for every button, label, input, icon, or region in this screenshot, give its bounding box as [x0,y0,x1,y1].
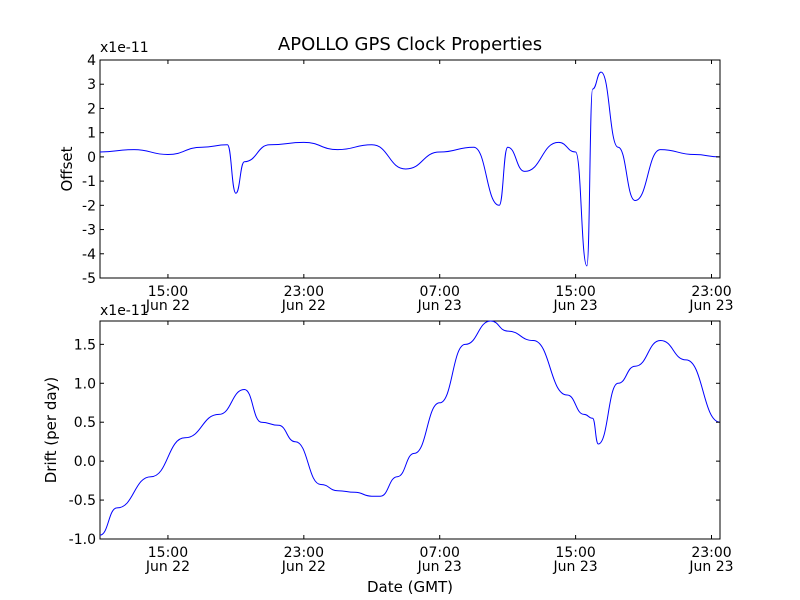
x-tick-label-time: 07:00 [420,284,460,300]
x-tick-label-time: 15:00 [555,545,595,561]
y-tick-label: 0.5 [74,415,96,431]
x-tick-label-date: Jun 22 [281,298,326,314]
x-tick-label-date: Jun 23 [553,559,598,575]
x-tick-label-time: 23:00 [691,545,731,561]
y-tick-label: -2 [82,198,96,214]
subplot-drift: x1e-11 Drift (per day) 1.5 1.0 0.5 0.0 -0.5 -… [42,303,734,575]
x-tick-label-date: Jun 22 [281,559,326,575]
x-tick-label-date: Jun 23 [688,559,733,575]
x-tick-label-date: Jun 22 [145,559,190,575]
chart-title: APOLLO GPS Clock Properties [278,34,542,55]
y-tick-label: 1.0 [74,376,96,392]
y-tick-label: 4 [87,53,96,69]
plot-area-drift [99,320,721,540]
y-tick-label: -3 [82,223,96,239]
y-tick-label: -4 [82,247,96,263]
plot-area-offset [99,59,721,279]
y-tick-label: 0 [87,150,96,166]
y-tick-label: -1.0 [69,532,96,548]
offset-y-axis-label: Offset [58,146,76,191]
y-tick-label: 2 [87,101,96,117]
y-tick-label: 0.0 [74,454,96,470]
y-tick-label: 1 [87,126,96,142]
offset-series-line [99,71,721,267]
y-tick-label: 3 [87,77,96,93]
drift-y-multiplier: x1e-11 [100,303,149,319]
x-tick-label-date: Jun 22 [145,298,190,314]
x-tick-label-date: Jun 23 [688,298,733,314]
x-tick-label-time: 23:00 [691,284,731,300]
y-tick-label: -0.5 [69,493,96,509]
offset-y-ticks: 4 3 2 1 0 -1 -2 -3 -4 -5 [82,53,720,287]
drift-y-ticks: 1.5 1.0 0.5 0.0 -0.5 -1.0 [69,337,720,548]
x-tick-label-time: 07:00 [420,545,460,561]
x-tick-label-time: 23:00 [284,284,324,300]
y-tick-label: 1.5 [74,337,96,353]
drift-series-line [99,320,721,536]
x-axis-label: Date (GMT) [367,578,453,596]
x-tick-label-time: 15:00 [555,284,595,300]
offset-y-multiplier: x1e-11 [100,40,149,56]
x-tick-label-date: Jun 23 [553,298,598,314]
drift-y-axis-label: Drift (per day) [42,377,60,484]
x-tick-label-time: 15:00 [148,284,188,300]
y-tick-label: -5 [82,271,96,287]
x-tick-label-date: Jun 23 [417,298,462,314]
x-tick-label-time: 15:00 [148,545,188,561]
x-tick-label-time: 23:00 [284,545,324,561]
x-tick-label-date: Jun 23 [417,559,462,575]
y-tick-label: -1 [82,174,96,190]
